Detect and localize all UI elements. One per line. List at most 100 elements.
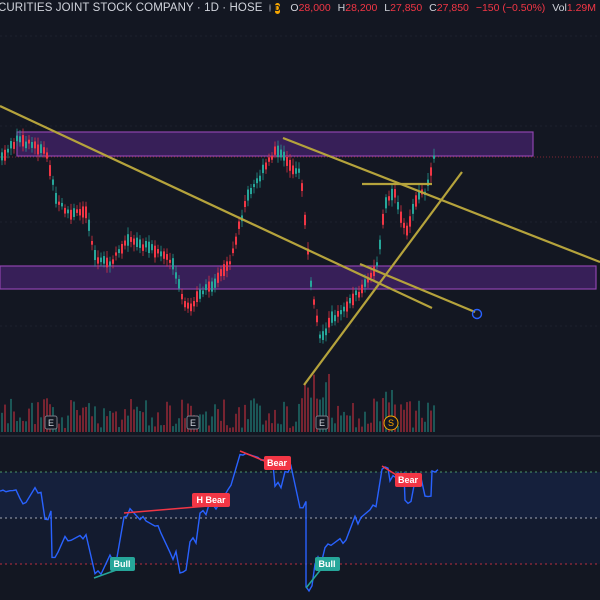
candle-body <box>142 244 144 251</box>
volume-bar <box>151 417 153 432</box>
volume-bar <box>325 382 327 432</box>
volume-bar <box>352 403 354 432</box>
volume-bar <box>301 398 303 432</box>
candle-body <box>376 262 378 267</box>
candle-body <box>37 144 39 155</box>
candle-body <box>43 147 45 154</box>
candle-body <box>10 141 12 149</box>
candle-body <box>121 243 123 254</box>
candle-body <box>175 272 177 279</box>
volume-bar <box>13 411 15 432</box>
volume-bar <box>211 416 213 432</box>
rsi-lower-band <box>0 518 600 564</box>
volume-bar <box>376 401 378 432</box>
volume-bar <box>109 410 111 432</box>
volume-bar <box>97 423 99 432</box>
candle-body <box>229 261 231 265</box>
volume-bar <box>310 397 312 432</box>
volume-bar <box>424 421 426 432</box>
volume-bar <box>28 408 30 432</box>
volume-bar <box>364 411 366 432</box>
candle-body <box>217 272 219 283</box>
volume-bar <box>172 426 174 432</box>
candle-body <box>73 208 75 217</box>
svg-text:Bull: Bull <box>319 559 336 569</box>
eye-icon[interactable] <box>268 4 271 12</box>
candle-body <box>163 251 165 259</box>
volume-bar <box>223 399 225 432</box>
volume-bar <box>346 415 348 432</box>
volume-bar <box>349 415 351 432</box>
volume-bar <box>418 400 420 432</box>
candle-body <box>370 272 372 278</box>
rsi-line[interactable] <box>0 452 439 593</box>
candle-body <box>433 155 435 159</box>
candle-body <box>379 239 381 250</box>
volume-bar <box>142 412 144 432</box>
candle-body <box>31 142 33 148</box>
candle-body <box>4 149 6 161</box>
candle-body <box>265 162 267 170</box>
volume-bar <box>43 399 45 432</box>
volume-bar <box>385 391 387 432</box>
volume-bar <box>298 403 300 432</box>
candle-body <box>79 209 81 216</box>
volume-bar <box>271 423 273 432</box>
event-markers[interactable]: E E E S <box>44 415 399 431</box>
candle-body <box>334 315 336 322</box>
candle-body <box>307 248 309 255</box>
candle-body <box>106 257 108 268</box>
candle-body <box>289 159 291 171</box>
volume-bar <box>202 414 204 432</box>
candle-body <box>67 209 69 214</box>
candle-body <box>202 290 204 295</box>
candle-body <box>124 240 126 246</box>
earnings-marker: E <box>315 415 329 430</box>
candle-body <box>349 298 351 304</box>
support-zone[interactable] <box>0 265 597 290</box>
svg-text:Bull: Bull <box>114 559 131 569</box>
candle-body <box>64 207 66 214</box>
symbol-title[interactable]: CURITIES JOINT STOCK COMPANY · 1D · HOSE <box>0 2 263 14</box>
candle-body <box>418 190 420 200</box>
volume-bar <box>334 423 336 432</box>
volume-bar <box>205 411 207 432</box>
volume-bar <box>166 401 168 432</box>
volume-bar <box>304 384 306 432</box>
candle-body <box>205 284 207 291</box>
candle-body <box>262 164 264 174</box>
volume-bar <box>283 401 285 432</box>
candle-body <box>136 237 138 248</box>
volume-bar <box>286 406 288 432</box>
candlestick-series <box>1 128 435 344</box>
volume-bar <box>253 398 255 432</box>
candle-body <box>340 310 342 315</box>
volume-bar <box>115 411 117 432</box>
candle-body <box>145 240 147 248</box>
market-status-badge[interactable]: D <box>274 2 281 14</box>
candle-body <box>301 183 303 191</box>
volume-bar <box>127 415 129 432</box>
volume-bar <box>169 405 171 432</box>
svg-text:E: E <box>319 418 325 428</box>
svg-text:Bear: Bear <box>398 475 419 485</box>
bull-label: Bull <box>110 557 135 571</box>
trendlines[interactable] <box>0 105 600 386</box>
candle-body <box>52 179 54 185</box>
volume-bar <box>247 419 249 432</box>
svg-text:H Bear: H Bear <box>196 495 226 505</box>
volume-bar <box>73 401 75 432</box>
candle-body <box>166 254 168 260</box>
candle-body <box>160 251 162 257</box>
candle-body <box>403 222 405 228</box>
volume-bar <box>244 404 246 432</box>
candle-body <box>316 315 318 323</box>
volume-bar <box>91 416 93 432</box>
candle-body <box>256 178 258 184</box>
candle-body <box>298 168 300 173</box>
candle-body <box>97 257 99 264</box>
volume-bar <box>64 427 66 432</box>
candle-body <box>346 301 348 312</box>
trendline-handle[interactable] <box>471 308 483 320</box>
